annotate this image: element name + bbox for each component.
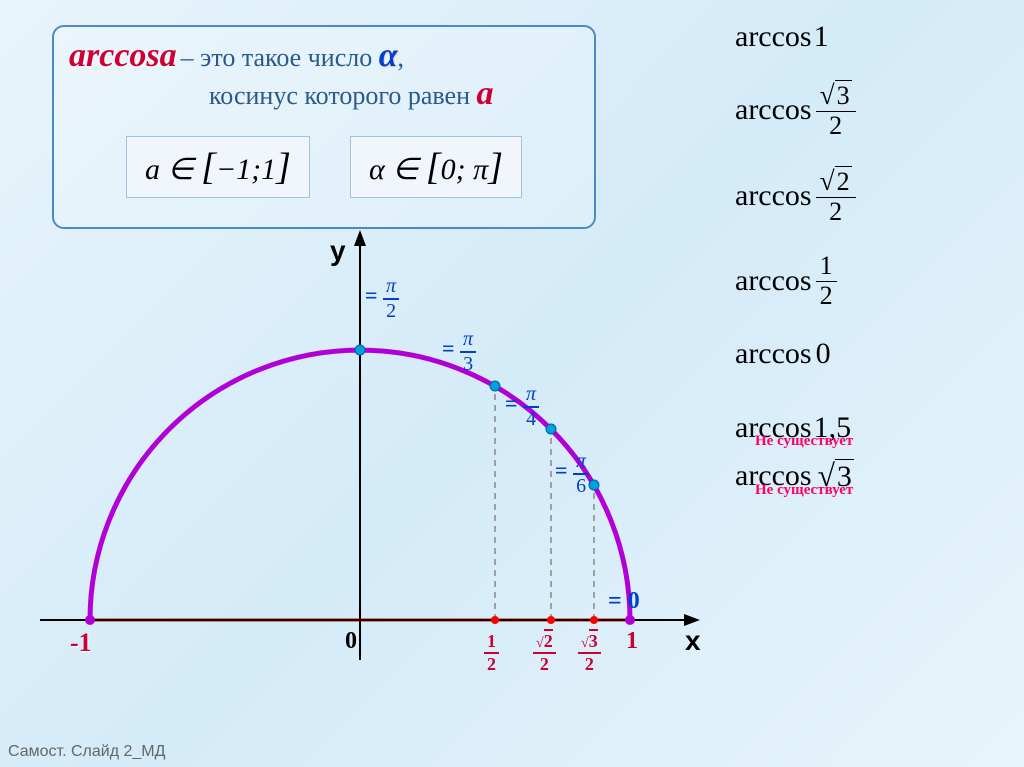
arc-endpoint-left bbox=[85, 615, 95, 625]
xtick-label-one: 1 bbox=[626, 628, 638, 655]
point-pi6 bbox=[589, 480, 599, 490]
xtick-label-sqrt3: √32 bbox=[578, 630, 601, 675]
label-pi2: = π2 bbox=[365, 275, 399, 323]
def-text-2: косинус которого равен bbox=[209, 81, 477, 110]
entry-arccos-sqrt3-2: arccos 32 bbox=[720, 80, 1010, 140]
origin-label: 0 bbox=[345, 628, 357, 655]
point-pi3 bbox=[490, 381, 500, 391]
definition-box: arccosa – это такое число α, косинус кот… bbox=[52, 25, 596, 229]
entry-arccos-half: arccos 12 bbox=[720, 252, 1010, 310]
right-column: arccos1 arccos 32 arccos 22 arccos 12 ar… bbox=[720, 20, 1010, 507]
point-pi2 bbox=[355, 345, 365, 355]
definition-line2: косинус которого равен a bbox=[69, 75, 579, 113]
label-pi6: = π6 bbox=[555, 450, 589, 498]
term-arccosa: arccosa bbox=[69, 37, 177, 74]
def-text-1: – это такое число bbox=[181, 43, 379, 72]
a-symbol: a bbox=[477, 75, 494, 112]
x-min-label: -1 bbox=[70, 628, 92, 658]
interval-alpha: α ∈ [0; π] bbox=[350, 136, 522, 198]
footer-text: Самост. Слайд 2_МД bbox=[8, 743, 165, 761]
graph-area: y x 0 -1 = π2 = π3 = π4 = π6 = 0 12 √22 … bbox=[30, 220, 710, 720]
xtick-sqrt2 bbox=[547, 616, 555, 624]
label-zero: = 0 bbox=[608, 588, 640, 615]
entry-arccos-0: arccos0 bbox=[720, 337, 1010, 371]
interval-a: a ∈ [−1;1] bbox=[126, 136, 310, 198]
definition-line1: arccosa – это такое число α, bbox=[69, 37, 579, 75]
entry-arccos-1: arccos1 bbox=[720, 20, 1010, 54]
xtick-label-sqrt2: √22 bbox=[533, 630, 556, 675]
arc-endpoint-right bbox=[625, 615, 635, 625]
xtick-sqrt3 bbox=[590, 616, 598, 624]
entry-arccos-sqrt2-2: arccos 22 bbox=[720, 166, 1010, 226]
alpha-symbol: α bbox=[379, 37, 398, 74]
not-exist-1: Не существует bbox=[720, 433, 1010, 450]
x-axis-label: x bbox=[685, 625, 701, 657]
y-axis-arrow bbox=[354, 230, 366, 246]
label-pi4: = π4 bbox=[505, 383, 539, 431]
point-pi4 bbox=[546, 424, 556, 434]
xtick-half bbox=[491, 616, 499, 624]
xtick-label-half: 12 bbox=[484, 630, 499, 675]
y-axis-label: y bbox=[330, 235, 346, 267]
not-exist-2: Не существует bbox=[720, 482, 1010, 499]
intervals-row: a ∈ [−1;1] α ∈ [0; π] bbox=[69, 131, 579, 203]
label-pi3: = π3 bbox=[442, 328, 476, 376]
